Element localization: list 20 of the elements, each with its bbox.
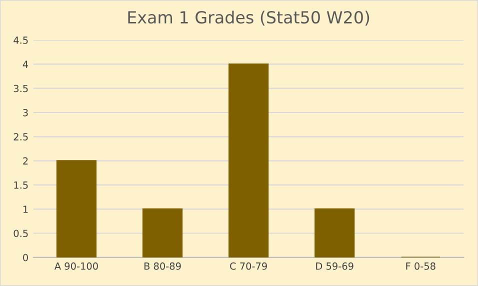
y-tick-label: 1 <box>23 206 28 213</box>
y-tick-label: 1.5 <box>14 182 28 189</box>
y-tick-label: 0 <box>23 254 28 262</box>
bar <box>142 208 183 258</box>
x-tick-label: B 80-89 <box>144 262 181 270</box>
y-tick-label: 0.5 <box>14 230 28 238</box>
bar <box>228 63 269 258</box>
y-tick-label: 3.5 <box>14 84 28 92</box>
y-tick-label: 4 <box>22 60 28 68</box>
x-tick-label: A 90-100 <box>54 262 98 270</box>
x-tick-label: C 70-79 <box>230 262 267 270</box>
bar <box>56 160 97 258</box>
bar <box>314 208 355 258</box>
y-tick-label: 2.5 <box>14 133 28 140</box>
y-tick-label: 4.5 <box>14 36 28 44</box>
y-tick-label: 2 <box>23 157 28 164</box>
chart-title: Exam 1 Grades (Stat50 W20) <box>128 10 370 26</box>
x-tick-label: F 0-58 <box>406 262 436 270</box>
x-tick-label: D 59-69 <box>316 262 354 270</box>
y-tick-label: 3 <box>23 108 28 116</box>
